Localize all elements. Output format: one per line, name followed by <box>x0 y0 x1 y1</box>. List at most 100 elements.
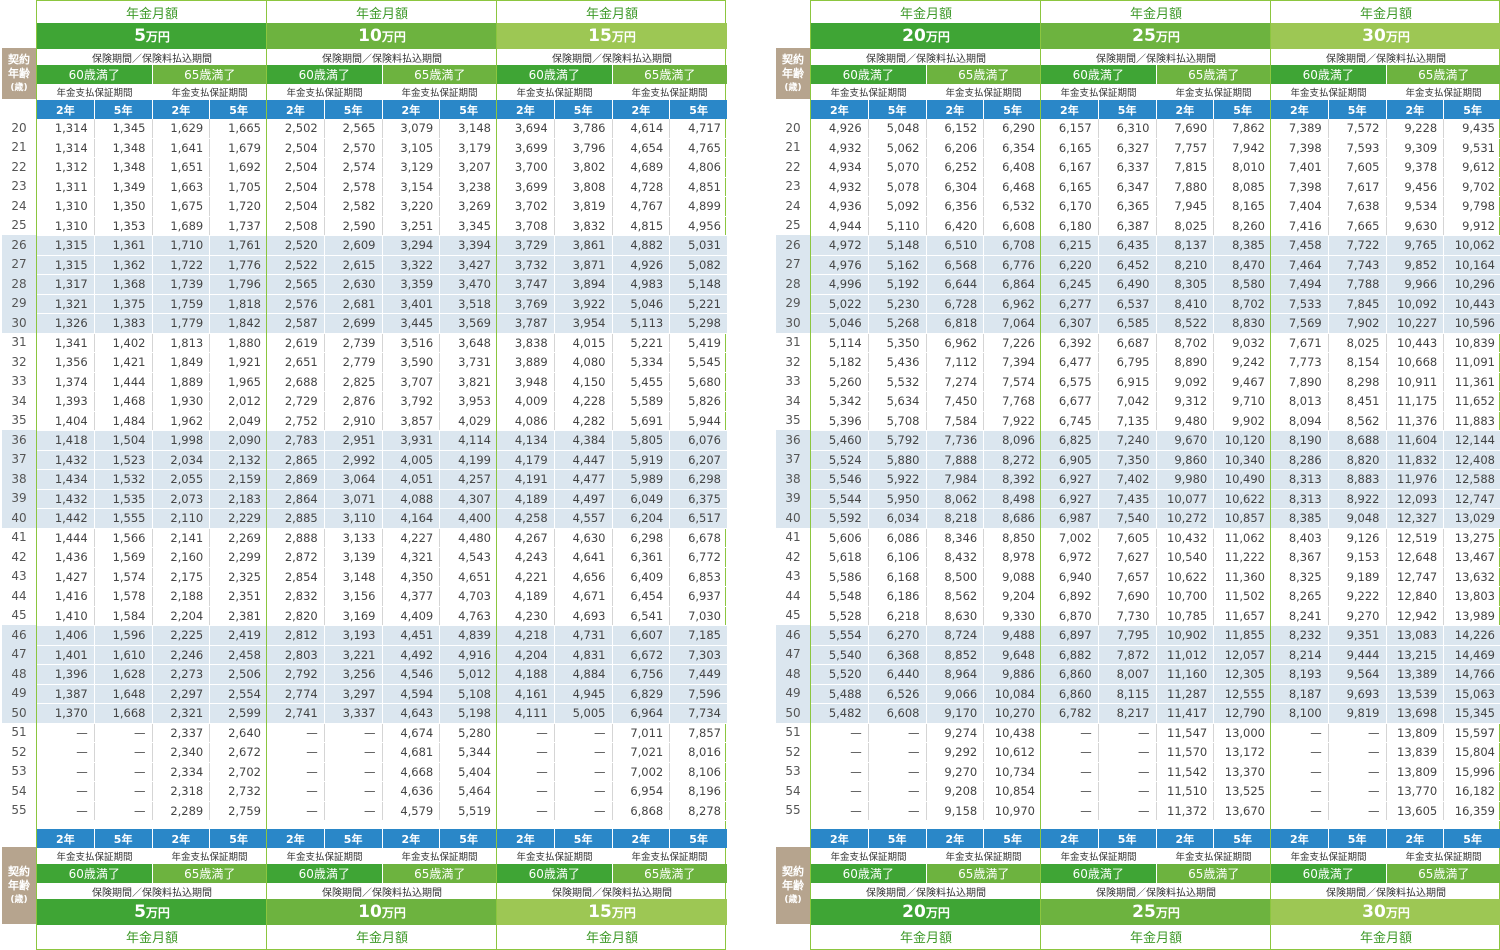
years-5-header: 5年 <box>553 100 612 119</box>
contract-age-label-top: 契約 年齢 (歳) <box>776 48 810 99</box>
premium-cell: 4,976 <box>828 257 862 272</box>
premium-cell: 1,484 <box>93 411 152 430</box>
premium-cell: 11,287 <box>1155 684 1214 703</box>
table-row: — —4,668 5,404 <box>267 762 497 782</box>
table-row: 1,444 1,566 2,141 2,269 <box>37 528 267 548</box>
premium-cell: 6,298 <box>669 470 727 489</box>
premium-cell: 6,186 <box>867 587 926 606</box>
maturity-65-label: 65歳満了 <box>612 864 727 883</box>
years-5-header: 5年 <box>93 100 152 119</box>
premium-cell: 6,526 <box>867 684 926 703</box>
premium-cell: 5,482 <box>828 706 862 720</box>
premium-cell: — <box>1310 725 1322 740</box>
premium-cell: 9,222 <box>1327 587 1386 606</box>
pension-amount-value: 15 <box>588 902 612 922</box>
premium-cell: 8,385 <box>1213 236 1271 255</box>
guarantee-period-label: 年金支払保証期間 <box>401 852 478 863</box>
premium-cell: 12,747 <box>1385 567 1444 586</box>
premium-cell: 7,665 <box>1327 216 1386 235</box>
premium-cell: 5,268 <box>867 314 926 333</box>
premium-cell: 9,710 <box>1213 392 1271 411</box>
premium-cell: 5,532 <box>867 372 926 391</box>
years-2-header: 2年 <box>37 829 94 848</box>
premium-cell: 5,554 <box>828 628 862 642</box>
premium-cell: 12,057 <box>1213 645 1271 664</box>
table-row: 6,220 6,452 8,210 8,470 <box>1041 255 1271 275</box>
premium-cell: 1,663 <box>151 177 210 196</box>
table-row: 8,013 8,451 11,175 11,652 <box>1271 392 1500 412</box>
premium-cell: 6,454 <box>611 587 670 606</box>
premium-cell: 6,517 <box>669 509 727 528</box>
age-cell: 40 <box>2 508 36 528</box>
premium-cell: 3,110 <box>323 509 382 528</box>
premium-cell: 3,802 <box>553 158 612 177</box>
premium-cell: — <box>76 725 88 740</box>
premium-cell: 4,230 <box>514 608 548 623</box>
years-2-header: 2年 <box>1385 100 1444 119</box>
premium-cell: 10,120 <box>1213 431 1271 450</box>
premium-cell: 3,808 <box>553 177 612 196</box>
pension-amount-value: 20 <box>902 902 926 922</box>
premium-cell: 3,071 <box>323 489 382 508</box>
age-cell: 47 <box>2 644 36 664</box>
premium-cell: 7,449 <box>669 665 727 684</box>
premium-cell: 2,910 <box>323 411 382 430</box>
table-row: 2,741 3,337 4,643 5,198 <box>267 704 497 724</box>
premium-cell: 2,225 <box>151 626 210 645</box>
premium-cell: 4,851 <box>669 177 727 196</box>
premium-cell: — <box>1327 782 1386 801</box>
table-row: 2,565 2,630 3,359 3,470 <box>267 275 497 295</box>
contract-age-label-top: 契約 年齢 (歳) <box>2 48 36 99</box>
premium-cell: 2,012 <box>209 392 267 411</box>
premium-cell: 5,182 <box>828 355 862 369</box>
premium-cell: 2,554 <box>209 684 267 703</box>
years-5-header: 5年 <box>1097 100 1156 119</box>
table-row: — —13,809 15,597 <box>1271 723 1500 743</box>
table-row: 3,889 4,080 5,334 5,545 <box>497 353 727 373</box>
age-cell: 29 <box>776 293 810 313</box>
premium-cell: 10,785 <box>1155 606 1214 625</box>
age-cell: 21 <box>785 140 801 155</box>
years-2-header: 2年 <box>1041 829 1098 848</box>
premium-cell: 1,436 <box>54 550 88 564</box>
premium-cell: 10,432 <box>1155 528 1214 547</box>
premium-cell: 2,578 <box>323 177 382 196</box>
table-row: 7,002 7,605 10,432 11,062 <box>1041 528 1271 548</box>
age-cell: 53 <box>785 764 801 779</box>
years-2-header: 2年 <box>811 100 868 119</box>
table-row: 1,341 1,402 1,813 1,880 <box>37 333 267 353</box>
guarantee-years-row: 2年 5年 2年 5年 <box>1271 829 1500 848</box>
premium-cell: 3,699 <box>514 179 548 194</box>
guarantee-period-label: 年金支払保証期間 <box>1405 88 1482 99</box>
table-row: 6,180 6,387 8,025 8,260 <box>1041 216 1271 236</box>
years-5-header: 5年 <box>439 100 497 119</box>
premium-cell: 3,786 <box>553 119 612 138</box>
premium-cell: 8,964 <box>925 665 984 684</box>
table-row: 8,385 9,048 12,327 13,029 <box>1271 509 1500 529</box>
premium-cell: 1,722 <box>151 255 210 274</box>
premium-cell: — <box>1310 745 1322 759</box>
premium-cell: 4,227 <box>381 528 440 547</box>
premium-cell: 5,005 <box>553 704 612 723</box>
premium-cell: 10,854 <box>983 782 1041 801</box>
premium-cell: 3,821 <box>439 372 497 391</box>
premium-cell: 6,860 <box>1058 686 1092 701</box>
premium-cell: 7,657 <box>1097 567 1156 586</box>
premium-cell: 5,460 <box>828 433 862 447</box>
premium-cell: 3,220 <box>381 197 440 216</box>
premium-cell: 10,443 <box>1385 333 1444 352</box>
years-5-header: 5年 <box>553 829 612 848</box>
years-2-header: 2年 <box>1041 100 1098 119</box>
table-row: 5,618 6,106 8,432 8,978 <box>811 548 1041 568</box>
premium-cell: 1,574 <box>93 567 152 586</box>
maturity-65-label: 65歳満了 <box>382 864 497 883</box>
pension-amount-header: 10 万円 <box>267 23 497 49</box>
premium-cell: 2,073 <box>151 489 210 508</box>
table-row: 8,241 9,270 12,942 13,989 <box>1271 606 1500 626</box>
premium-cell: 2,246 <box>151 645 210 664</box>
premium-cell: 2,565 <box>323 119 382 138</box>
premium-cell: 13,698 <box>1385 704 1444 723</box>
premium-cell: 2,321 <box>151 704 210 723</box>
contract-age-label-line2: 年齢 <box>8 878 30 892</box>
table-row: — —2,340 2,672 <box>37 743 267 763</box>
